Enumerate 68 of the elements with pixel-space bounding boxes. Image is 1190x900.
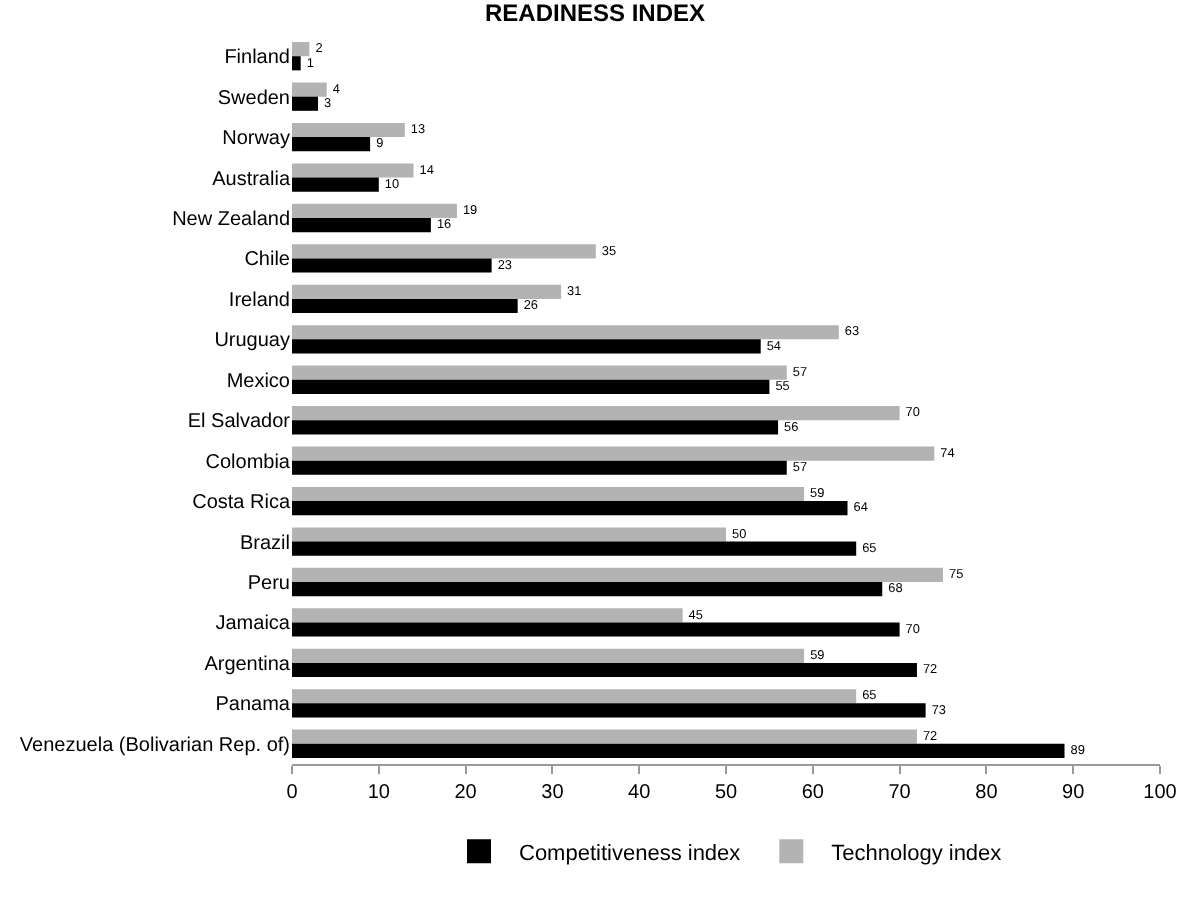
y-tick-label: Jamaica	[215, 613, 291, 636]
bar	[292, 137, 371, 152]
bar	[292, 743, 1065, 758]
bar	[292, 406, 900, 421]
y-tick-label: Uruguay	[214, 330, 290, 353]
y-tick-label: Peru	[247, 573, 290, 595]
bar	[292, 244, 596, 259]
bar	[292, 325, 839, 340]
y-tick-label: Brazil	[239, 532, 290, 555]
bar	[292, 218, 431, 233]
x-tick-label: 10	[367, 782, 391, 804]
bar	[292, 689, 857, 704]
y-tick-label: Australia	[212, 168, 291, 191]
bar	[292, 729, 917, 744]
bar	[292, 460, 787, 475]
y-tick-label: Ireland	[228, 289, 290, 312]
bar	[292, 420, 779, 435]
legend-label: Competitiveness index	[519, 841, 742, 866]
y-tick-label: Costa Rica	[192, 492, 291, 515]
bar	[292, 298, 518, 314]
bar	[292, 486, 805, 502]
bar	[292, 567, 943, 582]
x-tick-label: 50	[714, 782, 738, 804]
y-tick-label: Panama	[215, 694, 291, 717]
bar	[292, 203, 457, 218]
x-tick-label: 20	[454, 782, 478, 804]
bar	[292, 446, 935, 461]
x-tick-label: 40	[628, 782, 652, 804]
bar	[292, 339, 761, 354]
bar	[292, 541, 857, 556]
x-tick-label: 30	[541, 782, 565, 804]
x-tick-label: 100	[1143, 782, 1178, 804]
bar	[292, 648, 805, 663]
x-tick-label: 90	[1062, 782, 1086, 804]
y-tick-label: Colombia	[205, 451, 291, 474]
bar	[292, 703, 926, 718]
y-tick-label: Norway	[222, 128, 290, 151]
bar	[292, 527, 726, 542]
y-tick-label: Chile	[244, 249, 291, 272]
bar	[292, 379, 770, 394]
bar	[292, 82, 327, 97]
bar	[292, 662, 917, 678]
bar	[292, 177, 379, 192]
y-tick-label: El Salvador	[187, 411, 292, 434]
bar	[292, 56, 301, 71]
x-tick-label: 80	[975, 782, 999, 804]
bar	[292, 284, 562, 299]
chart-title: READINESS INDEX	[484, 0, 706, 28]
y-tick-label: New Zealand	[172, 209, 290, 231]
y-tick-label: Mexico	[226, 370, 291, 393]
y-tick-label: Finland	[224, 47, 290, 70]
bar	[292, 163, 414, 178]
bar	[292, 42, 310, 57]
x-tick-label: 70	[888, 782, 912, 804]
bar	[292, 258, 492, 273]
y-tick-label: Argentina	[204, 653, 291, 676]
bar	[292, 365, 787, 380]
legend-label: Technology index	[831, 841, 1003, 866]
bar	[292, 122, 405, 138]
y-tick-label: Venezuela (Bolivarian Rep. of)	[19, 734, 290, 757]
x-tick-label: 0	[286, 782, 299, 804]
x-tick-label: 60	[801, 782, 825, 804]
bar	[292, 608, 683, 623]
bar	[292, 622, 900, 637]
bar	[292, 96, 319, 111]
bar	[292, 582, 883, 597]
y-tick-label: Sweden	[217, 87, 290, 110]
bar	[292, 501, 848, 516]
